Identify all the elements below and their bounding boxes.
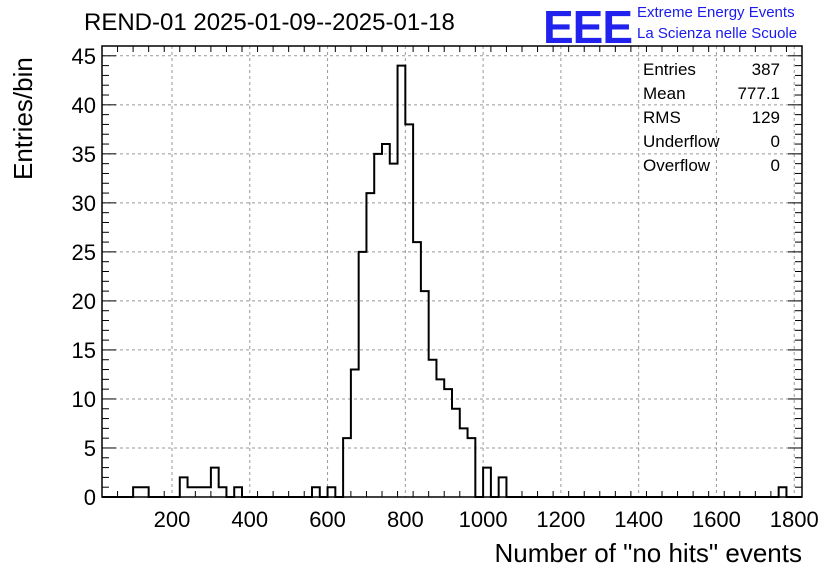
- histogram-bin: [133, 487, 141, 497]
- stat-row-overflow: Overflow 0: [643, 156, 780, 180]
- histogram-bin: [366, 193, 374, 497]
- histogram-bin: [468, 438, 476, 497]
- stat-value: 387: [751, 60, 780, 79]
- x-tick-label: 1400: [614, 507, 663, 532]
- histogram-bin: [328, 487, 336, 497]
- stat-value: 777.1: [737, 84, 780, 103]
- histogram-bin: [188, 487, 196, 497]
- x-tick-label: 600: [309, 507, 346, 532]
- histogram-bin: [460, 428, 468, 497]
- histogram-bin: [436, 379, 444, 497]
- y-tick-label: 40: [72, 93, 96, 118]
- stat-label: Underflow: [643, 132, 720, 151]
- stat-value: 0: [770, 132, 780, 151]
- histogram-bin: [421, 291, 429, 497]
- stat-label: Overflow: [643, 156, 711, 175]
- x-axis-label: Number of "no hits" events: [494, 538, 803, 568]
- stat-row-entries: Entries 387: [643, 60, 780, 84]
- histogram-bin: [351, 370, 359, 497]
- x-tick-label: 1800: [770, 507, 819, 532]
- stat-row-underflow: Underflow 0: [643, 132, 780, 156]
- histogram-bin: [343, 438, 351, 497]
- histogram-bin: [141, 487, 149, 497]
- histogram-bin: [312, 487, 320, 497]
- chart-title: REND-01 2025-01-09--2025-01-18: [84, 9, 455, 36]
- y-tick-label: 45: [72, 44, 96, 69]
- histogram-bin: [374, 154, 382, 497]
- x-tick-label: 200: [154, 507, 191, 532]
- histogram-bin: [444, 389, 452, 497]
- histogram-bin: [219, 487, 227, 497]
- histogram-bin: [359, 252, 367, 497]
- y-tick-label: 15: [72, 338, 96, 363]
- y-tick-label: 20: [72, 289, 96, 314]
- x-tick-label: 1600: [692, 507, 741, 532]
- x-tick-label: 1200: [536, 507, 585, 532]
- histogram-bin: [452, 409, 460, 497]
- histogram-bin: [390, 164, 398, 497]
- stat-value: 0: [770, 156, 780, 175]
- histogram-bin: [382, 144, 390, 497]
- histogram-bin: [211, 468, 219, 497]
- y-tick-label: 5: [84, 436, 96, 461]
- y-axis-label: Entries/bin: [8, 57, 38, 180]
- stat-value: 129: [751, 108, 780, 127]
- logo-subtitle-line1: Extreme Energy Events: [637, 4, 795, 21]
- x-tick-label: 800: [387, 507, 424, 532]
- y-tick-label: 0: [84, 485, 96, 510]
- logo-subtitle-line2: La Scienza nelle Scuole: [637, 25, 798, 42]
- histogram-bin: [779, 487, 787, 497]
- stat-label: RMS: [643, 108, 681, 127]
- stat-label: Mean: [643, 84, 686, 103]
- eee-logo: EEE: [543, 1, 633, 53]
- x-tick-label: 400: [231, 507, 268, 532]
- stats-box: Entries 387 Mean 777.1 RMS 129 Underflow…: [643, 60, 780, 180]
- histogram-bin: [180, 477, 188, 497]
- y-tick-label: 25: [72, 240, 96, 265]
- histogram-bin: [195, 487, 203, 497]
- histogram-bin: [398, 66, 406, 497]
- stat-row-rms: RMS 129: [643, 108, 780, 132]
- stat-label: Entries: [643, 60, 696, 79]
- histogram-bin: [203, 487, 211, 497]
- stat-row-mean: Mean 777.1: [643, 84, 780, 108]
- histogram-bin: [429, 360, 437, 497]
- y-tick-label: 35: [72, 142, 96, 167]
- x-tick-label: 1000: [459, 507, 508, 532]
- histogram-bin: [483, 468, 491, 497]
- y-tick-label: 10: [72, 387, 96, 412]
- histogram-bin: [413, 242, 421, 497]
- histogram-bin: [405, 124, 413, 497]
- y-tick-label: 30: [72, 191, 96, 216]
- histogram-bin: [234, 487, 242, 497]
- histogram-bin: [499, 477, 507, 497]
